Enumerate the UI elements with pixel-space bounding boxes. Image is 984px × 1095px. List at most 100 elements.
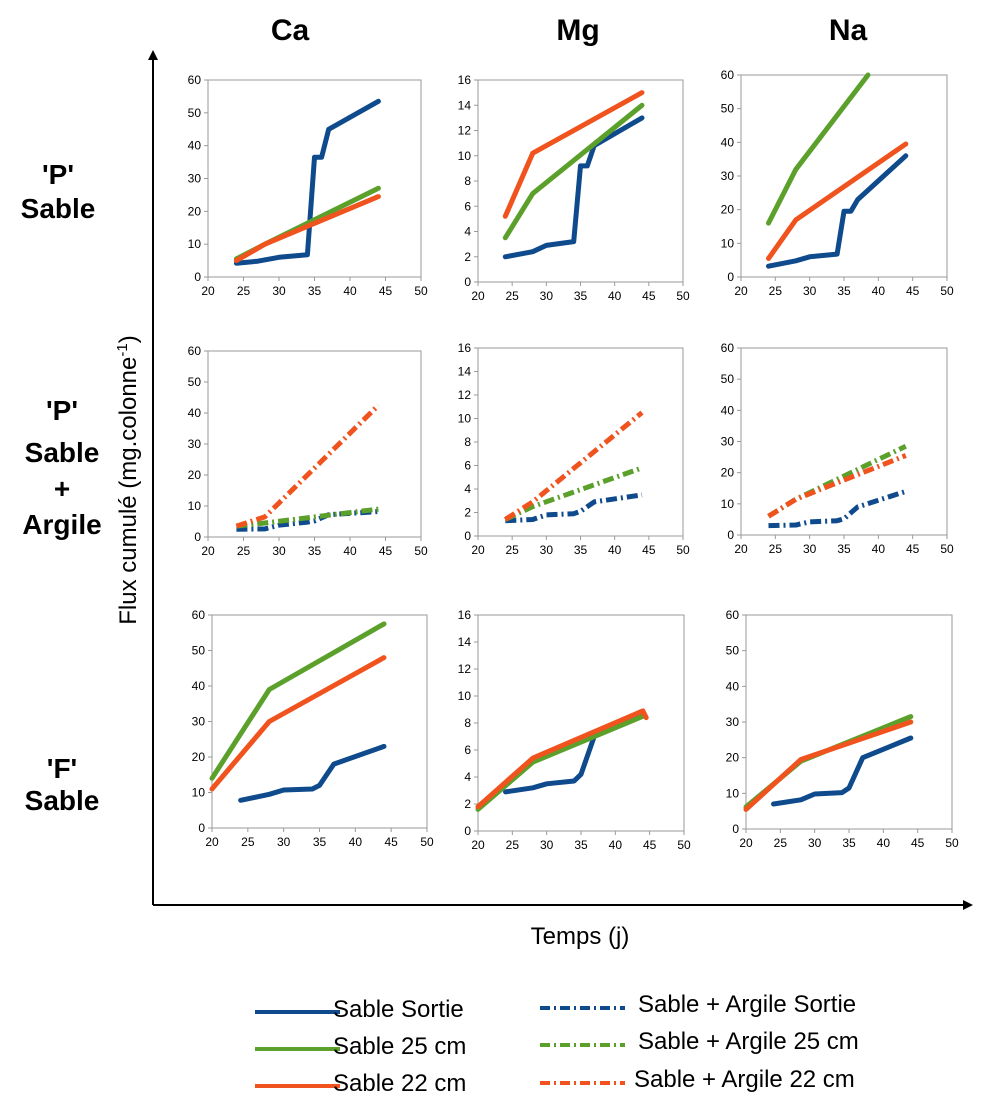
- y-tick-label: 20: [721, 466, 735, 480]
- x-tick-label: 45: [384, 835, 398, 849]
- y-tick-label: 20: [726, 751, 740, 765]
- series-line-sable-25-cm: [766, 72, 871, 226]
- x-tick-label: 40: [872, 542, 886, 556]
- x-tick-label: 45: [906, 542, 920, 556]
- y-tick-label: 60: [192, 608, 206, 622]
- y-tick-label: 0: [194, 530, 201, 544]
- x-tick-label: 50: [940, 542, 954, 556]
- y-tick-label: 30: [188, 172, 202, 186]
- series-line-sable-sortie: [771, 735, 914, 807]
- y-tick-label: 2: [464, 250, 471, 264]
- x-tick-label: 30: [272, 284, 286, 298]
- series-line-sable-argile-sortie: [505, 492, 643, 524]
- x-tick-label: 35: [837, 542, 851, 556]
- x-tick-label: 50: [940, 284, 954, 298]
- panel-na-5: 0 10 20 30 40 50 60 20 25 30 35 40 45 50: [721, 341, 954, 556]
- plot-frame: [477, 347, 684, 537]
- y-tick-label: 4: [464, 770, 471, 784]
- y-tick-label: 8: [464, 716, 471, 730]
- x-tick-label: 20: [734, 542, 748, 556]
- y-tick-label: 0: [198, 821, 205, 835]
- x-tick-label: 30: [803, 284, 817, 298]
- y-tick-label: 0: [727, 528, 734, 542]
- y-tick-label: 12: [458, 388, 472, 402]
- row-header-f-sable: 'F' Sable: [25, 753, 100, 816]
- x-tick-label: 45: [643, 838, 657, 852]
- y-tick-label: 0: [732, 822, 739, 836]
- y-tick-label: 8: [464, 435, 471, 449]
- x-tick-label: 50: [945, 836, 959, 850]
- panel-ca-6: 0 10 20 30 40 50 60 20 25 30 35 40 45 50: [192, 608, 434, 849]
- y-tick-label: 10: [726, 786, 740, 800]
- x-tick-label: 35: [574, 289, 588, 303]
- plot-frame: [211, 614, 428, 829]
- y-tick-label: 30: [721, 435, 735, 449]
- series-line-sable-sortie: [766, 153, 909, 269]
- y-tick-label: 50: [192, 644, 206, 658]
- row-header-line: 'P': [42, 159, 74, 190]
- x-tick-label: 35: [574, 543, 588, 557]
- x-tick-label: 50: [420, 835, 434, 849]
- y-tick-label: 10: [188, 237, 202, 251]
- x-tick-label: 25: [505, 289, 519, 303]
- x-tick-label: 50: [676, 543, 690, 557]
- series-line-sable-argile-22-cm: [767, 453, 907, 519]
- x-tick-label: 50: [676, 289, 690, 303]
- plot-frame: [207, 350, 422, 538]
- row-header-p-sable: 'P' Sable: [21, 159, 96, 224]
- x-tick-label: 20: [734, 284, 748, 298]
- column-header-na: Na: [829, 14, 868, 47]
- row-header-line: Sable: [25, 785, 100, 816]
- y-tick-label: 4: [464, 482, 471, 496]
- y-tick-label: 6: [464, 459, 471, 473]
- x-tick-label: 35: [574, 838, 588, 852]
- x-tick-label: 30: [277, 835, 291, 849]
- x-tick-label: 30: [272, 544, 286, 558]
- legend-label: Sable 25 cm: [333, 1033, 466, 1060]
- y-tick-label: 60: [726, 608, 740, 622]
- x-tick-label: 35: [837, 284, 851, 298]
- x-tick-label: 30: [540, 289, 554, 303]
- x-tick-label: 40: [608, 289, 622, 303]
- y-tick-label: 16: [458, 341, 472, 355]
- y-tick-label: 10: [721, 497, 735, 511]
- y-tick-label: 12: [458, 662, 472, 676]
- legend: Sable Sortie Sable 25 cm Sable 22 cm Sable …: [255, 991, 859, 1095]
- x-tick-label: 30: [540, 838, 554, 852]
- legend-label: Sable Sortie: [333, 996, 464, 1023]
- y-tick-label: 14: [458, 98, 472, 112]
- y-tick-label: 10: [192, 786, 206, 800]
- x-tick-label: 40: [872, 284, 886, 298]
- y-tick-label: 20: [192, 750, 206, 764]
- x-tick-label: 20: [471, 543, 485, 557]
- row-header-line: +: [54, 473, 70, 504]
- legend-label: Sable + Argile 25 cm: [638, 1028, 859, 1055]
- x-tick-label: 20: [739, 836, 753, 850]
- y-tick-label: 50: [721, 102, 735, 116]
- y-tick-label: 60: [721, 341, 735, 355]
- y-tick-label: 0: [464, 529, 471, 543]
- x-tick-label: 20: [471, 289, 485, 303]
- y-tick-label: 20: [188, 204, 202, 218]
- column-header-mg: Mg: [556, 14, 599, 47]
- column-header-ca: Ca: [271, 14, 310, 47]
- y-tick-label: 30: [192, 715, 206, 729]
- legend-label: Sable + Argile 22 cm: [634, 1066, 855, 1093]
- series-line-sable-sortie: [502, 115, 645, 260]
- y-tick-label: 30: [721, 169, 735, 183]
- x-tick-label: 35: [308, 284, 322, 298]
- y-tick-label: 60: [721, 68, 735, 82]
- x-tick-label: 25: [769, 542, 783, 556]
- x-tick-label: 25: [506, 838, 520, 852]
- panel-ca-3: 0 10 20 30 40 50 60 20 25 30 35 40 45 50: [188, 344, 428, 558]
- y-tick-label: 0: [464, 275, 471, 289]
- x-tick-label: 20: [471, 838, 485, 852]
- x-tick-label: 40: [609, 838, 623, 852]
- y-tick-label: 10: [721, 236, 735, 250]
- x-tick-label: 40: [343, 284, 357, 298]
- y-tick-label: 2: [464, 506, 471, 520]
- series-line-sable-sortie: [233, 98, 381, 266]
- x-tick-label: 30: [540, 543, 554, 557]
